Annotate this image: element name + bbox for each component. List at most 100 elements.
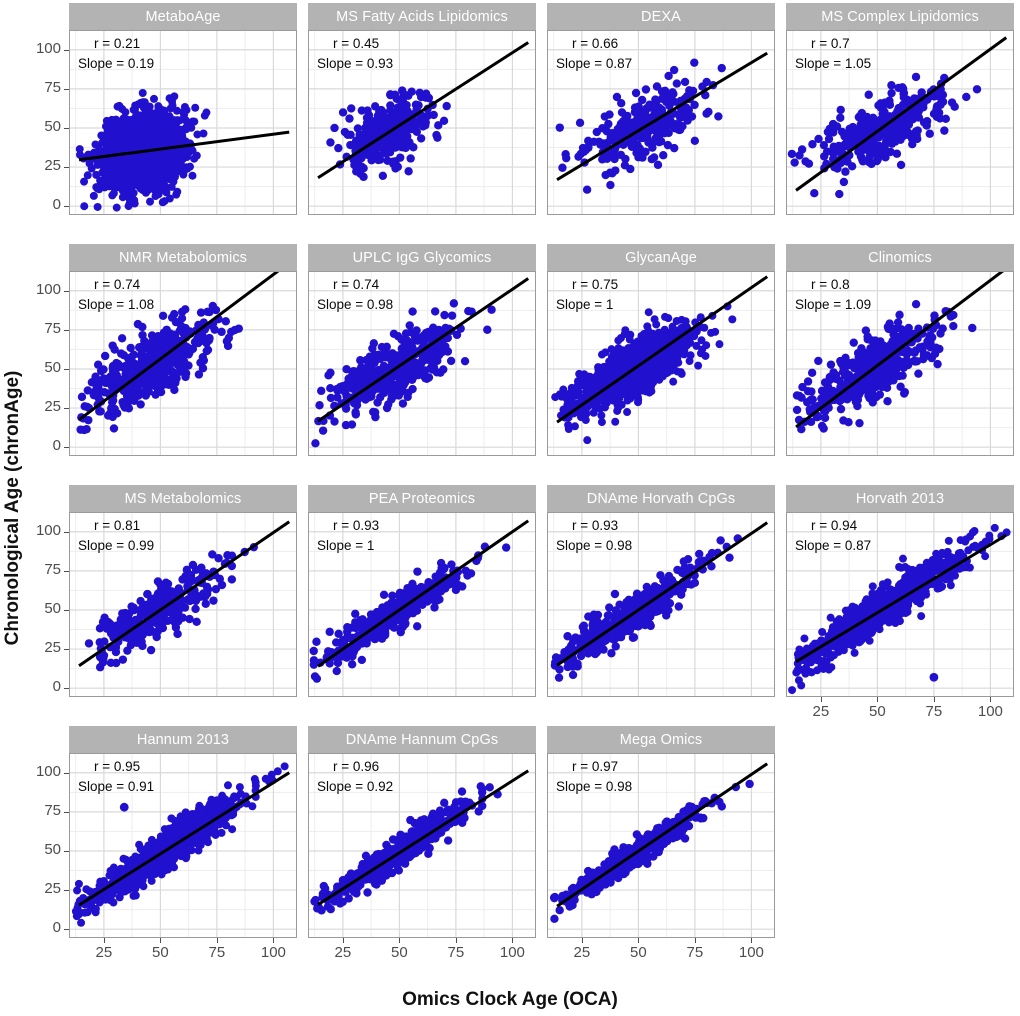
scatter-points: [551, 302, 737, 445]
outlier-point: [119, 802, 129, 812]
plot-area: [69, 753, 297, 938]
x-axis-title: Omics Clock Age (OCA): [402, 989, 618, 1010]
outlier-point: [929, 672, 939, 682]
panel-title: Horvath 2013: [786, 485, 1014, 512]
plot-area: [547, 512, 775, 697]
y-tick-label: 50: [44, 358, 61, 376]
y-tick-label: 25: [44, 639, 61, 657]
y-tick-label: 75: [44, 319, 61, 337]
panel-title: DNAme Hannum CpGs: [308, 726, 536, 753]
panel-metaboage: MetaboAge r = 0.21 Slope = 0.19: [69, 3, 297, 215]
y-tick-mark: [64, 850, 69, 852]
scatter-points: [550, 534, 742, 682]
x-tick-label: 75: [208, 944, 226, 961]
x-tick-mark: [160, 938, 162, 943]
y-tick-label: 100: [35, 521, 61, 539]
x-tick-label: 75: [925, 703, 943, 720]
panel-hannum-2013: Hannum 2013 r = 0.95 Slope = 0.91: [69, 726, 297, 938]
scatter-points: [309, 542, 511, 683]
panel-ms-metabolomics: MS Metabolomics r = 0.81 Slope = 0.99: [69, 485, 297, 697]
x-tick-label: 100: [738, 944, 764, 961]
y-tick-mark: [64, 329, 69, 331]
panel-ms-fatty-acids-lipidomics: MS Fatty Acids Lipidomics r = 0.45 Slope =…: [308, 3, 536, 215]
y-tick-label: 25: [44, 880, 61, 898]
y-tick-mark: [64, 290, 69, 292]
x-tick-label: 75: [447, 944, 465, 961]
plot-area: [69, 271, 297, 456]
panel-pea-proteomics: PEA Proteomics r = 0.93 Slope = 1: [308, 485, 536, 697]
y-tick-label: 75: [44, 801, 61, 819]
regression-line: [317, 519, 530, 668]
x-tick-mark: [694, 938, 696, 943]
x-tick-mark: [512, 938, 514, 943]
y-tick-mark: [64, 929, 69, 931]
panel-title: NMR Metabolomics: [69, 244, 297, 271]
y-tick-mark: [64, 88, 69, 90]
y-tick-label: 0: [52, 437, 61, 455]
y-tick-mark: [64, 447, 69, 449]
y-tick-label: 25: [44, 398, 61, 416]
x-tick-mark: [638, 938, 640, 943]
y-tick-mark: [64, 570, 69, 572]
y-tick-mark: [64, 688, 69, 690]
y-tick-label: 25: [44, 157, 61, 175]
panel-title: MS Complex Lipidomics: [786, 3, 1014, 30]
y-tick-mark: [64, 167, 69, 169]
y-tick-label: 100: [35, 280, 61, 298]
panel-mega-omics: Mega Omics r = 0.97 Slope = 0.98: [547, 726, 775, 938]
x-tick-mark: [877, 697, 879, 702]
y-tick-mark: [64, 49, 69, 51]
panel-title: Hannum 2013: [69, 726, 297, 753]
plot-area: [69, 30, 297, 215]
regression-line: [795, 272, 1004, 429]
panel-title: PEA Proteomics: [308, 485, 536, 512]
y-tick-mark: [64, 649, 69, 651]
x-tick-mark: [751, 938, 753, 943]
x-tick-label: 50: [630, 944, 647, 961]
panel-nmr-metabolomics: NMR Metabolomics r = 0.74 Slope = 1.08: [69, 244, 297, 456]
plot-area: [308, 753, 536, 938]
panel-title: GlycanAge: [547, 244, 775, 271]
x-tick-mark: [273, 938, 275, 943]
scatter-points: [75, 89, 211, 212]
y-tick-label: 50: [44, 117, 61, 135]
x-tick-label: 75: [686, 944, 704, 961]
plot-area: [547, 753, 775, 938]
x-tick-label: 50: [152, 944, 169, 961]
x-tick-label: 100: [260, 944, 286, 961]
plot-area: [308, 30, 536, 215]
scatter-points: [76, 301, 243, 435]
plot-area: [308, 512, 536, 697]
x-tick-mark: [455, 938, 457, 943]
y-axis-title: Chronological Age (chronAge): [2, 370, 23, 646]
plot-area: [786, 271, 1014, 456]
x-tick-label: 50: [391, 944, 408, 961]
x-tick-label: 100: [977, 703, 1003, 720]
panel-title: MS Metabolomics: [69, 485, 297, 512]
panel-title: Clinomics: [786, 244, 1014, 271]
y-tick-mark: [64, 127, 69, 129]
panel-dexa: DEXA r = 0.66 Slope = 0.87: [547, 3, 775, 215]
x-tick-label: 25: [812, 703, 830, 720]
y-tick-mark: [64, 609, 69, 611]
panel-dname-horvath-cpgs: DNAme Horvath CpGs r = 0.93 Slope = 0.98: [547, 485, 775, 697]
y-tick-label: 0: [52, 919, 61, 937]
panel-horvath-2013: Horvath 2013 r = 0.94 Slope = 0.87: [786, 485, 1014, 697]
regression-line: [317, 769, 530, 906]
plot-area: [547, 271, 775, 456]
y-tick-mark: [64, 368, 69, 370]
y-tick-mark: [64, 890, 69, 892]
plot-area: [786, 512, 1014, 697]
x-tick-mark: [216, 938, 218, 943]
y-tick-mark: [64, 408, 69, 410]
regression-line: [795, 533, 1007, 663]
plot-area: [308, 271, 536, 456]
panel-glycanage: GlycanAge r = 0.75 Slope = 1: [547, 244, 775, 456]
x-tick-label: 25: [573, 944, 591, 961]
y-tick-label: 100: [35, 762, 61, 780]
x-tick-mark: [581, 938, 583, 943]
plot-area: [69, 512, 297, 697]
regression-line: [556, 51, 768, 181]
x-tick-mark: [933, 697, 935, 702]
y-tick-label: 75: [44, 78, 61, 96]
